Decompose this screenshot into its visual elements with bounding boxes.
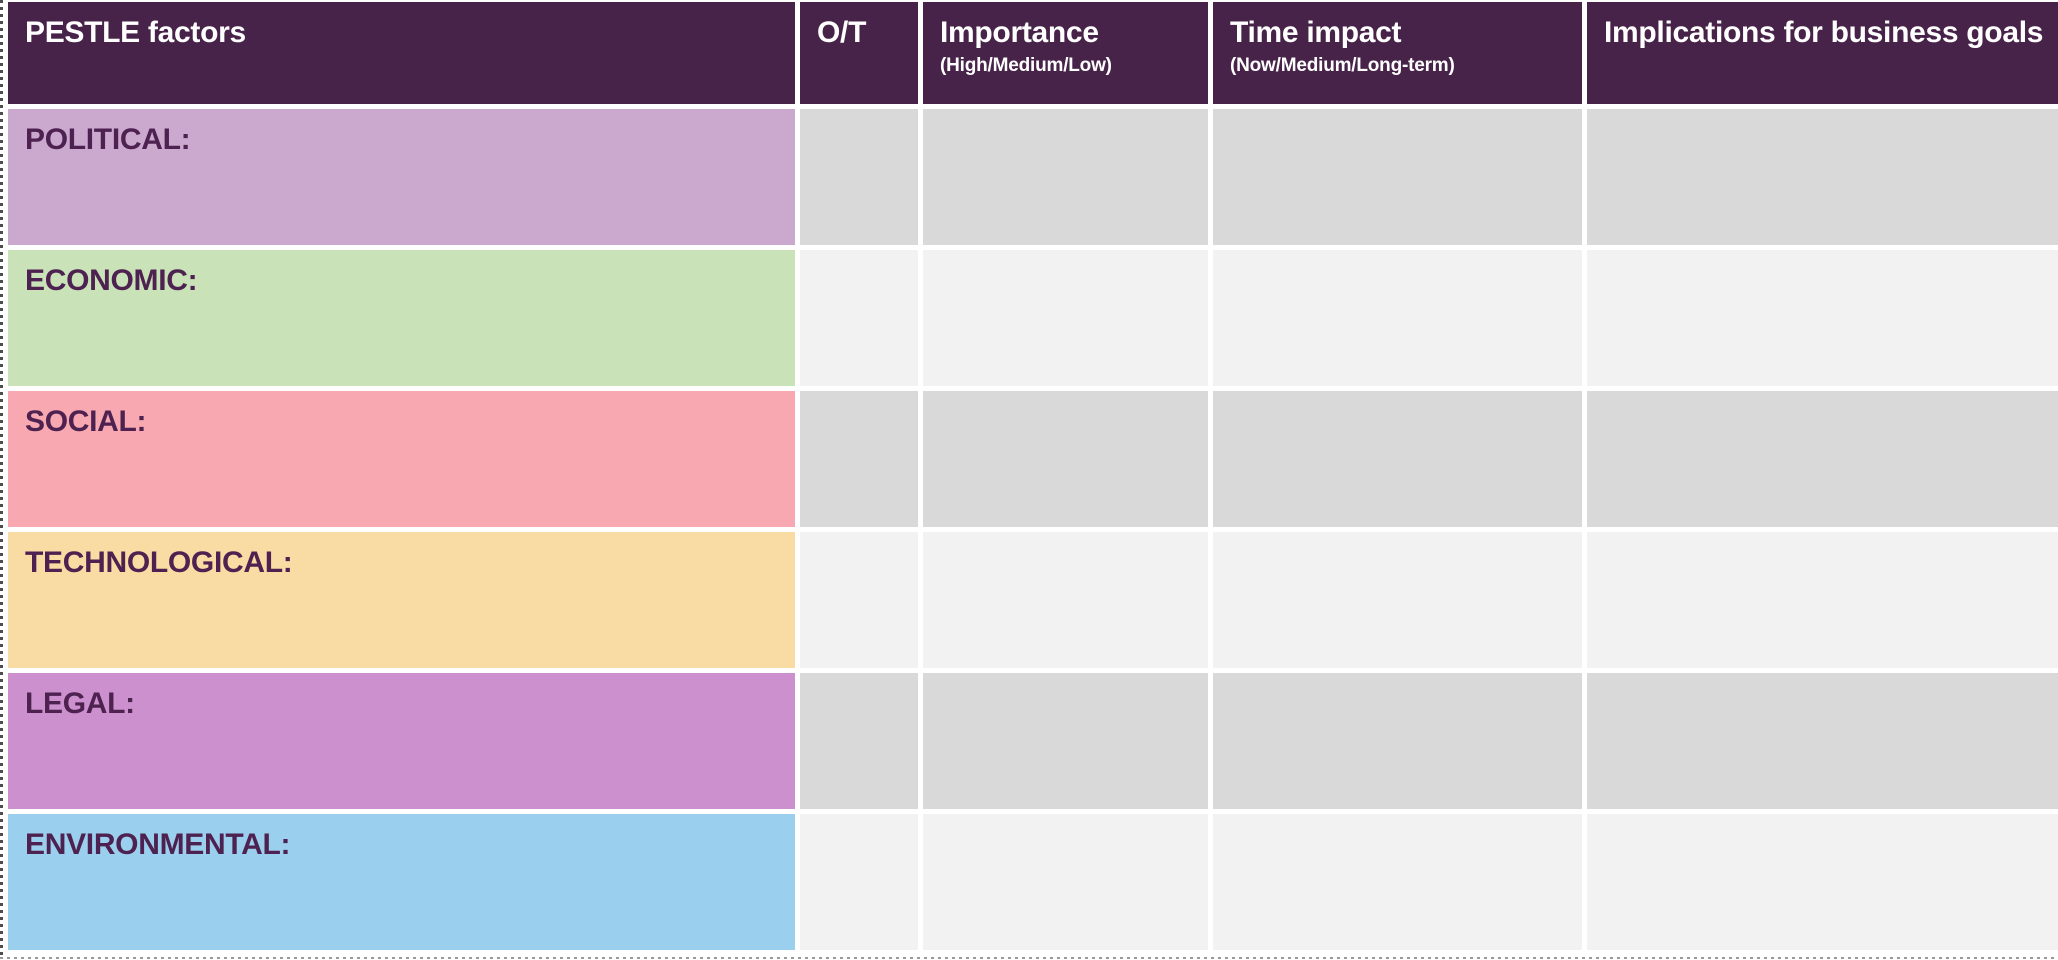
pestle-table: PESTLE factors O/T Importance (High/Medi… (8, 2, 2058, 950)
selection-dashed-border-left (0, 0, 3, 958)
technological-ot-cell[interactable] (800, 532, 918, 668)
social-implications-cell[interactable] (1587, 391, 2058, 527)
header-cell-ot[interactable]: O/T (800, 2, 918, 104)
political-implications-cell[interactable] (1587, 109, 2058, 245)
legal-time-impact-cell[interactable] (1213, 673, 1582, 809)
legal-ot-cell[interactable] (800, 673, 918, 809)
political-time-impact-cell[interactable] (1213, 109, 1582, 245)
economic-time-impact-cell[interactable] (1213, 250, 1582, 386)
social-ot-cell[interactable] (800, 391, 918, 527)
economic-importance-cell[interactable] (923, 250, 1208, 386)
header-label-time-impact: Time impact (1230, 16, 1402, 49)
row-label-environmental[interactable]: ENVIRONMENTAL: (8, 814, 795, 950)
environmental-ot-cell[interactable] (800, 814, 918, 950)
political-ot-cell[interactable] (800, 109, 918, 245)
economic-implications-cell[interactable] (1587, 250, 2058, 386)
technological-implications-cell[interactable] (1587, 532, 2058, 668)
header-label-factors: PESTLE factors (25, 16, 246, 49)
legal-importance-cell[interactable] (923, 673, 1208, 809)
technological-time-impact-cell[interactable] (1213, 532, 1582, 668)
header-cell-implications[interactable]: Implications for business goals (1587, 2, 2058, 104)
header-cell-time-impact[interactable]: Time impact (Now/Medium/Long-term) (1213, 2, 1582, 104)
technological-importance-cell[interactable] (923, 532, 1208, 668)
economic-ot-cell[interactable] (800, 250, 918, 386)
header-label-importance: Importance (940, 16, 1099, 49)
legal-implications-cell[interactable] (1587, 673, 2058, 809)
social-importance-cell[interactable] (923, 391, 1208, 527)
environmental-time-impact-cell[interactable] (1213, 814, 1582, 950)
header-cell-importance[interactable]: Importance (High/Medium/Low) (923, 2, 1208, 104)
row-label-legal[interactable]: LEGAL: (8, 673, 795, 809)
row-label-political[interactable]: POLITICAL: (8, 109, 795, 245)
header-sublabel-importance: (High/Medium/Low) (940, 54, 1112, 76)
header-label-ot: O/T (817, 16, 867, 49)
environmental-implications-cell[interactable] (1587, 814, 2058, 950)
environmental-importance-cell[interactable] (923, 814, 1208, 950)
header-sublabel-time-impact: (Now/Medium/Long-term) (1230, 54, 1455, 76)
row-label-economic[interactable]: ECONOMIC: (8, 250, 795, 386)
header-cell-factors[interactable]: PESTLE factors (8, 2, 795, 104)
row-label-technological[interactable]: TECHNOLOGICAL: (8, 532, 795, 668)
social-time-impact-cell[interactable] (1213, 391, 1582, 527)
selection-dashed-border-bottom (0, 957, 2058, 959)
header-label-implications: Implications for business goals (1604, 16, 2044, 49)
row-label-social[interactable]: SOCIAL: (8, 391, 795, 527)
political-importance-cell[interactable] (923, 109, 1208, 245)
